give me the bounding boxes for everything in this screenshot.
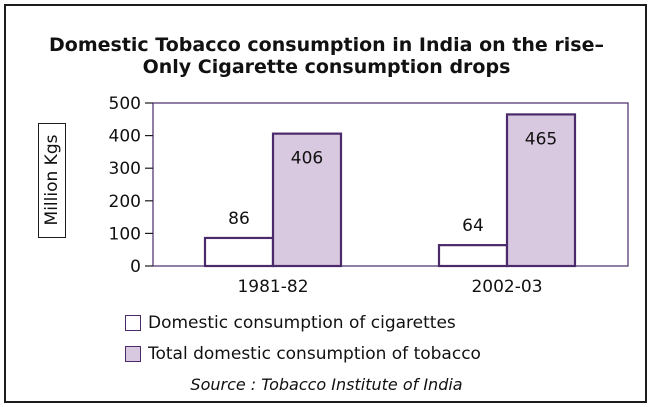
y-tick-label: 400	[109, 127, 141, 147]
source-note: Source : Tobacco Institute of India	[190, 375, 463, 394]
legend-item-tobacco: Total domestic consumption of tobacco	[125, 344, 481, 364]
data-label: 86	[228, 209, 250, 229]
y-tick-label: 0	[130, 257, 141, 277]
data-label: 465	[525, 129, 557, 149]
legend-label-tobacco: Total domestic consumption of tobacco	[148, 344, 481, 364]
bar-tobacco-1981-82	[271, 132, 343, 268]
chart-title-line-2: Only Cigarette consumption drops	[142, 56, 511, 78]
y-tick-label: 200	[109, 192, 141, 212]
chart-title-line-1: Domestic Tobacco consumption in India on…	[49, 34, 604, 56]
x-tick-label: 1981-82	[237, 277, 308, 297]
legend-label-cigarettes: Domestic consumption of cigarettes	[148, 313, 456, 333]
x-tick-label: 2002-03	[471, 277, 542, 297]
bar-cigarettes-1981-82	[203, 236, 275, 268]
data-label: 406	[291, 149, 323, 169]
y-tick-label: 300	[109, 159, 141, 179]
y-tick-label: 100	[109, 224, 141, 244]
y-tick-label: 500	[109, 94, 141, 114]
legend-swatch-cigarettes	[125, 315, 141, 331]
y-axis-label-box	[38, 123, 66, 238]
data-label: 64	[462, 216, 484, 236]
bar-tobacco-2002-03	[505, 113, 577, 268]
legend-swatch-tobacco	[125, 346, 141, 362]
legend-item-cigarettes: Domestic consumption of cigarettes	[125, 313, 456, 333]
bar-cigarettes-2002-03	[437, 244, 509, 268]
plot-area-border	[152, 102, 629, 267]
